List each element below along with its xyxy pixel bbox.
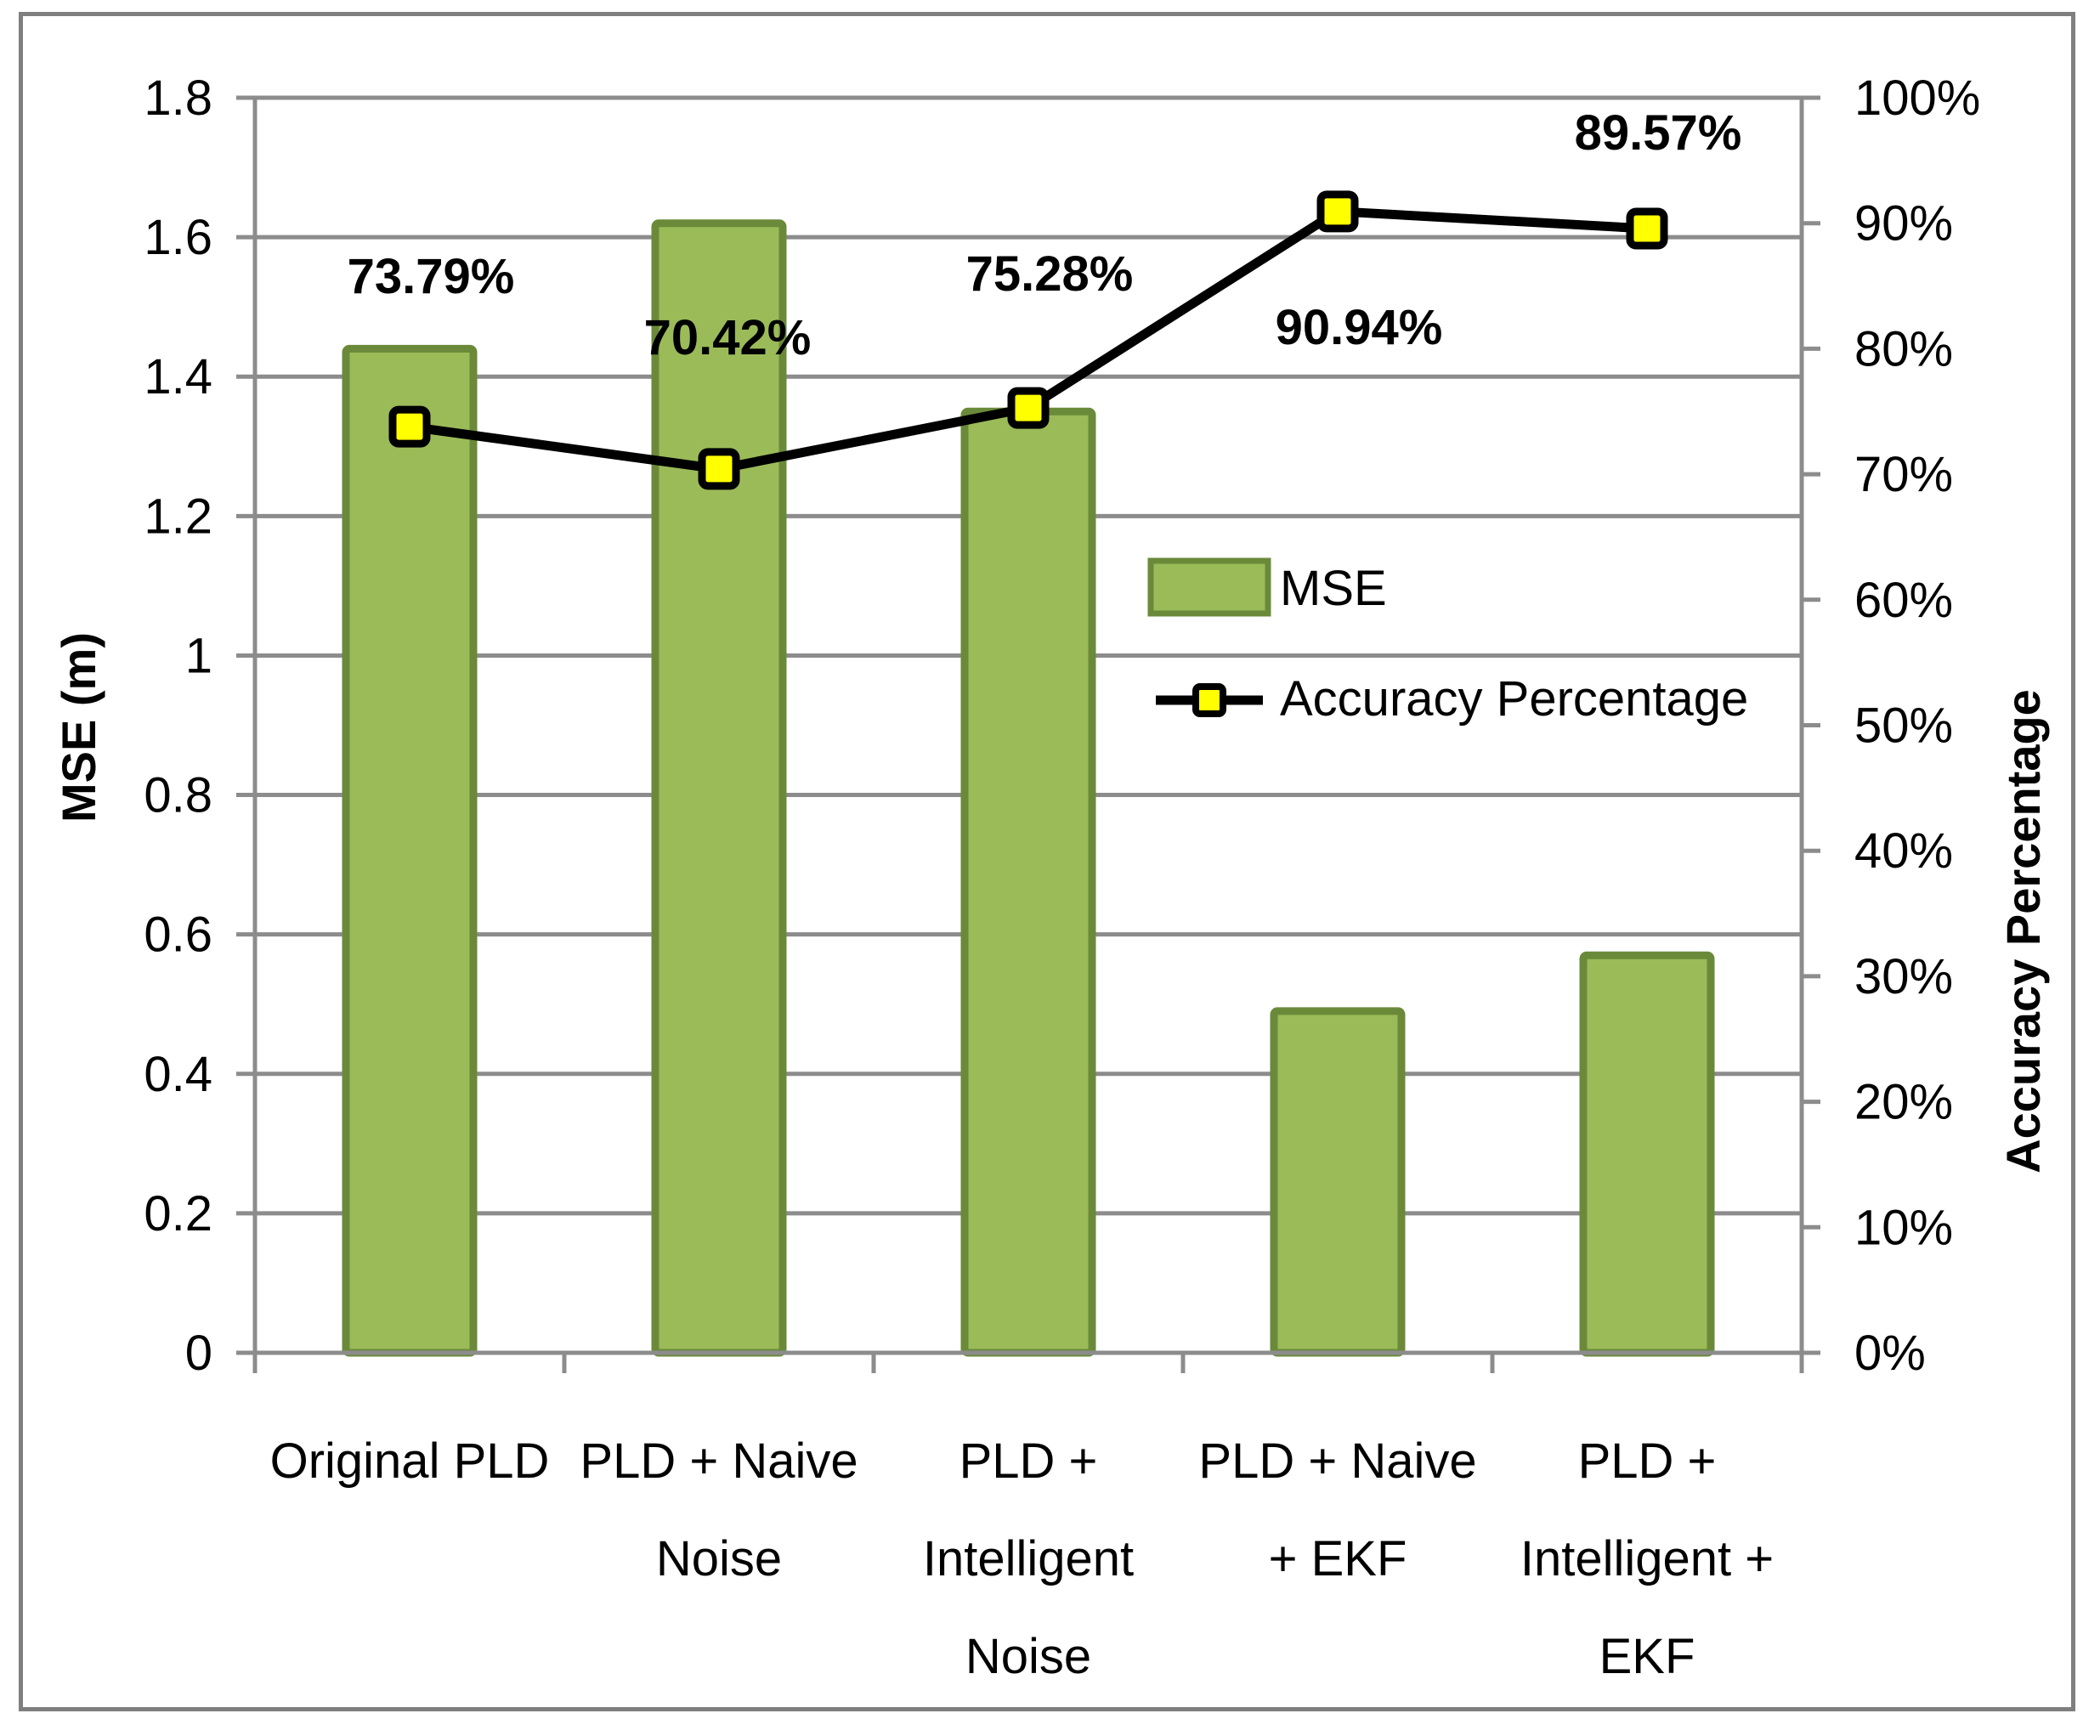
category-label: PLD + Naive bbox=[580, 1433, 858, 1489]
right-axis-tick-label: 90% bbox=[1854, 196, 1953, 252]
accuracy-marker bbox=[1626, 207, 1668, 250]
right-axis-tick-label: 0% bbox=[1854, 1326, 1926, 1381]
category-label: Intelligent + bbox=[1520, 1531, 1774, 1586]
accuracy-data-labels: 73.79% 70.42% 75.28% 90.94% 89.57% bbox=[348, 105, 1742, 365]
legend-mse-label: MSE bbox=[1280, 561, 1387, 616]
left-axis-tick-label: 0.8 bbox=[144, 768, 212, 823]
right-axis-tick-label: 30% bbox=[1854, 949, 1953, 1004]
left-axis-tick-label: 1.8 bbox=[144, 71, 212, 126]
category-label: PLD + Naive bbox=[1198, 1433, 1476, 1489]
bars bbox=[342, 219, 1715, 1357]
right-axis-tick-label: 100% bbox=[1854, 71, 1980, 126]
right-axis-tick-label: 40% bbox=[1854, 823, 1953, 879]
left-axis-tick-labels: 0 0.2 0.4 0.6 0.8 1 1.2 1.4 1.6 1.8 bbox=[144, 71, 212, 1381]
left-axis-tick-label: 0.4 bbox=[144, 1047, 212, 1102]
legend-accuracy-label: Accuracy Percentage bbox=[1280, 671, 1748, 727]
right-axis-tick-label: 20% bbox=[1854, 1075, 1953, 1130]
category-label: Noise bbox=[965, 1629, 1091, 1684]
mse-bar bbox=[1579, 951, 1715, 1357]
left-axis-tick-label: 1.6 bbox=[144, 210, 212, 265]
accuracy-marker bbox=[698, 448, 740, 490]
right-axis-tick-label: 10% bbox=[1854, 1200, 1953, 1255]
right-axis-tick-labels: 0% 10% 20% 30% 40% 50% 60% 70% 80% 90% 100% bbox=[1854, 71, 1980, 1381]
mse-bar bbox=[342, 344, 478, 1357]
right-axis-tick-label: 80% bbox=[1854, 321, 1953, 376]
accuracy-marker bbox=[1316, 190, 1359, 233]
category-label: + EKF bbox=[1269, 1531, 1407, 1586]
right-axis-tick-label: 50% bbox=[1854, 698, 1953, 754]
accuracy-marker bbox=[1007, 387, 1050, 429]
right-axis-tick-label: 70% bbox=[1854, 447, 1953, 502]
legend-accuracy-marker bbox=[1192, 683, 1226, 717]
mse-bar bbox=[651, 219, 787, 1357]
left-axis-title: MSE (m) bbox=[52, 632, 105, 823]
category-label: Original PLD bbox=[270, 1433, 550, 1489]
left-axis-tick-label: 1.2 bbox=[144, 489, 212, 544]
mse-bar bbox=[960, 407, 1096, 1357]
accuracy-data-label: 73.79% bbox=[348, 249, 515, 304]
legend-mse-swatch bbox=[1147, 557, 1271, 617]
left-axis-tick-label: 1 bbox=[185, 628, 212, 683]
left-axis-tick-label: 1.4 bbox=[144, 349, 212, 404]
right-axis-tick-label: 60% bbox=[1854, 573, 1953, 628]
accuracy-data-label: 70.42% bbox=[644, 310, 812, 365]
category-axis-labels: Original PLD PLD + Naive Noise PLD + Intelli… bbox=[270, 1433, 1775, 1684]
accuracy-line bbox=[388, 190, 1668, 490]
left-axis-tick-label: 0.6 bbox=[144, 908, 212, 963]
right-axis-title: Accuracy Percentage bbox=[1996, 689, 2050, 1173]
accuracy-data-label: 75.28% bbox=[966, 246, 1134, 302]
left-axis-tick-label: 0 bbox=[185, 1326, 212, 1381]
category-label: PLD + bbox=[1578, 1433, 1717, 1489]
mse-bar bbox=[1270, 1007, 1406, 1357]
legend: MSE Accuracy Percentage bbox=[1147, 557, 1748, 727]
left-axis-tick-label: 0.2 bbox=[144, 1186, 212, 1241]
accuracy-data-label: 90.94% bbox=[1276, 300, 1443, 355]
category-label: EKF bbox=[1599, 1629, 1695, 1684]
axes bbox=[236, 95, 1820, 1373]
category-label: Noise bbox=[656, 1531, 782, 1586]
category-label: Intelligent bbox=[923, 1531, 1134, 1586]
accuracy-marker bbox=[388, 405, 431, 448]
accuracy-data-label: 89.57% bbox=[1575, 105, 1742, 161]
category-label: PLD + bbox=[959, 1433, 1098, 1489]
